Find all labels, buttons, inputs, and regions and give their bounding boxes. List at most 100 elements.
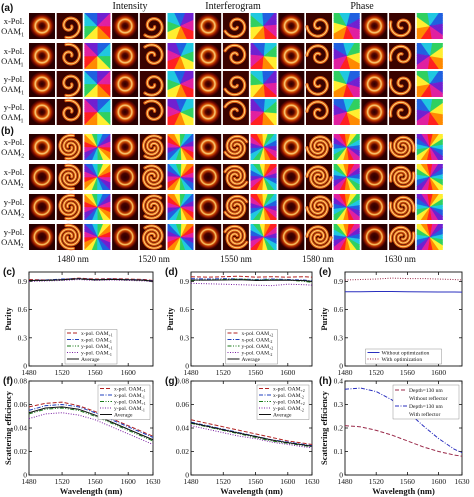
intensity-tile xyxy=(278,224,305,250)
row-label-pol: x-Pol. xyxy=(4,167,25,177)
legend-label: y-pol. OAM xyxy=(114,400,142,406)
legend-label: Average xyxy=(81,357,100,363)
interferogram-tile xyxy=(388,99,416,125)
y-tick-label: 0.3 xyxy=(18,333,28,342)
intensity-tile xyxy=(112,194,139,220)
y-tick-label: 0 xyxy=(185,362,189,371)
interferogram-tile xyxy=(388,194,416,220)
legend-label: Average xyxy=(273,413,292,419)
row-label: y-Pol.OAM-1 xyxy=(1,102,24,125)
legend-label-order: +2 xyxy=(269,333,273,338)
legend-label-order: +1 xyxy=(109,333,113,338)
interferogram-tile xyxy=(388,43,416,69)
mode-tiles xyxy=(29,13,443,251)
y-tick-label: 0.3 xyxy=(334,333,344,342)
legend: x-pol. OAM +1x-pol. OAM -1y-pol. OAM +1y-po… xyxy=(64,329,118,365)
legend-label-order: +1 xyxy=(142,401,146,406)
series-line xyxy=(344,387,463,454)
x-tick-label: 1480 xyxy=(22,477,37,486)
phase-tile xyxy=(250,99,277,125)
series-line xyxy=(28,407,154,442)
intensity-tile xyxy=(29,194,55,220)
line-charts: (c) 1480 1520 1560 1600 0 0.3 0.6 0.9 Purity x-pol… xyxy=(3,267,470,496)
interferogram-tile xyxy=(139,164,166,190)
interferogram-tile xyxy=(222,164,249,190)
intensity-tile xyxy=(112,13,139,39)
chart-panel: (e) 1480 1520 1560 1600 0 0.3 0.6 0.9 Purity Witho… xyxy=(319,267,463,377)
phase-tile xyxy=(416,224,443,250)
legend-label-order: -2 xyxy=(269,339,272,344)
interferogram-tile xyxy=(305,134,333,160)
intensity-tile xyxy=(29,13,55,39)
row-label: x-Pol.OAM-2 xyxy=(1,167,24,190)
row-label: y-Pol.OAM+2 xyxy=(1,197,24,220)
series-line xyxy=(190,275,313,278)
y-tick-label: 0.08 xyxy=(176,377,189,386)
intensity-tile xyxy=(361,194,388,220)
legend: x-pol. OAM +1x-pol. OAM -1y-pol. OAM +1y-po… xyxy=(97,384,151,420)
intensity-tile xyxy=(195,194,222,220)
interferogram-tile xyxy=(305,43,332,69)
interferogram-tile xyxy=(305,224,333,250)
intensity-tile xyxy=(361,224,388,250)
legend-label: y-pol. OAM xyxy=(273,406,301,412)
phase-tile xyxy=(416,99,443,125)
row-label-order: +2 xyxy=(18,154,24,160)
interferogram-tile xyxy=(139,194,166,220)
interferogram-tile xyxy=(222,13,249,39)
intensity-tile xyxy=(29,134,55,160)
legend-label-order: +2 xyxy=(301,401,305,406)
legend-label: x-pol. OAM xyxy=(114,387,142,393)
legend-label: x-pol. OAM xyxy=(242,338,270,344)
phase-tile xyxy=(333,43,360,69)
row-label-order: +1 xyxy=(18,91,24,97)
phase-tile xyxy=(250,134,277,160)
row-label-mode: OAM xyxy=(1,56,21,66)
panel-letter: (c) xyxy=(3,267,15,278)
legend-label-order: -2 xyxy=(269,352,272,357)
y-axis-label: Scattering efficiency xyxy=(3,390,13,465)
y-tick-label: 0 xyxy=(23,362,27,371)
legend-label-order: +1 xyxy=(142,388,146,393)
legend-item: y-pol. OAM -2 xyxy=(259,406,304,413)
x-tick-label: 1480 xyxy=(184,368,199,377)
panel-letter: (h) xyxy=(319,376,332,387)
legend-label: Average xyxy=(114,413,133,419)
series-line xyxy=(28,406,154,441)
x-tick-label: 1560 xyxy=(400,368,415,377)
x-tick-label: 1560 xyxy=(400,477,415,486)
interferogram-tile xyxy=(305,71,332,97)
y-tick-label: 0.08 xyxy=(14,377,27,386)
series-line xyxy=(190,425,313,449)
row-label-pol: y-Pol. xyxy=(4,197,25,207)
intensity-tile xyxy=(278,194,305,220)
legend: x-pol. OAM +2x-pol. OAM -2y-pol. OAM +2y-po… xyxy=(256,384,310,420)
interferogram-tile xyxy=(139,43,166,69)
interferogram-tile xyxy=(305,13,332,39)
intensity-tile xyxy=(195,164,222,190)
x-tick-label: 1600 xyxy=(121,477,136,486)
row-label-pol: x-Pol. xyxy=(4,46,25,56)
row-label-order: -2 xyxy=(19,244,24,250)
mode-image-grid: (a) (b) Intensity Interferogram Phase x-… xyxy=(1,1,443,264)
chart-panel: (f) 1480 1520 1560 1600 1630 0 0.02 0.04 0.06 0.08… xyxy=(3,376,161,496)
legend-label: Without optimization xyxy=(382,351,430,357)
y-tick-label: 0.2 xyxy=(334,424,344,433)
wavelength-label: 1480 nm xyxy=(57,254,89,264)
intensity-tile xyxy=(195,43,222,69)
y-tick-label: 0.04 xyxy=(176,424,189,433)
y-tick-label: 0.9 xyxy=(334,277,344,286)
legend-box xyxy=(64,329,118,365)
legend-item: y-pol. OAM -2 xyxy=(227,351,272,357)
legend-label-order: -2 xyxy=(301,395,304,400)
x-tick-label: 1520 xyxy=(216,477,231,486)
legend-label-order: +2 xyxy=(301,388,305,393)
intensity-tile xyxy=(29,99,55,125)
x-tick-label: 1600 xyxy=(431,477,446,486)
y-tick-label: 0.9 xyxy=(18,277,28,286)
panel-a-letter: (a) xyxy=(1,3,13,14)
series-line xyxy=(28,401,154,437)
legend-label-order: +2 xyxy=(269,346,273,351)
